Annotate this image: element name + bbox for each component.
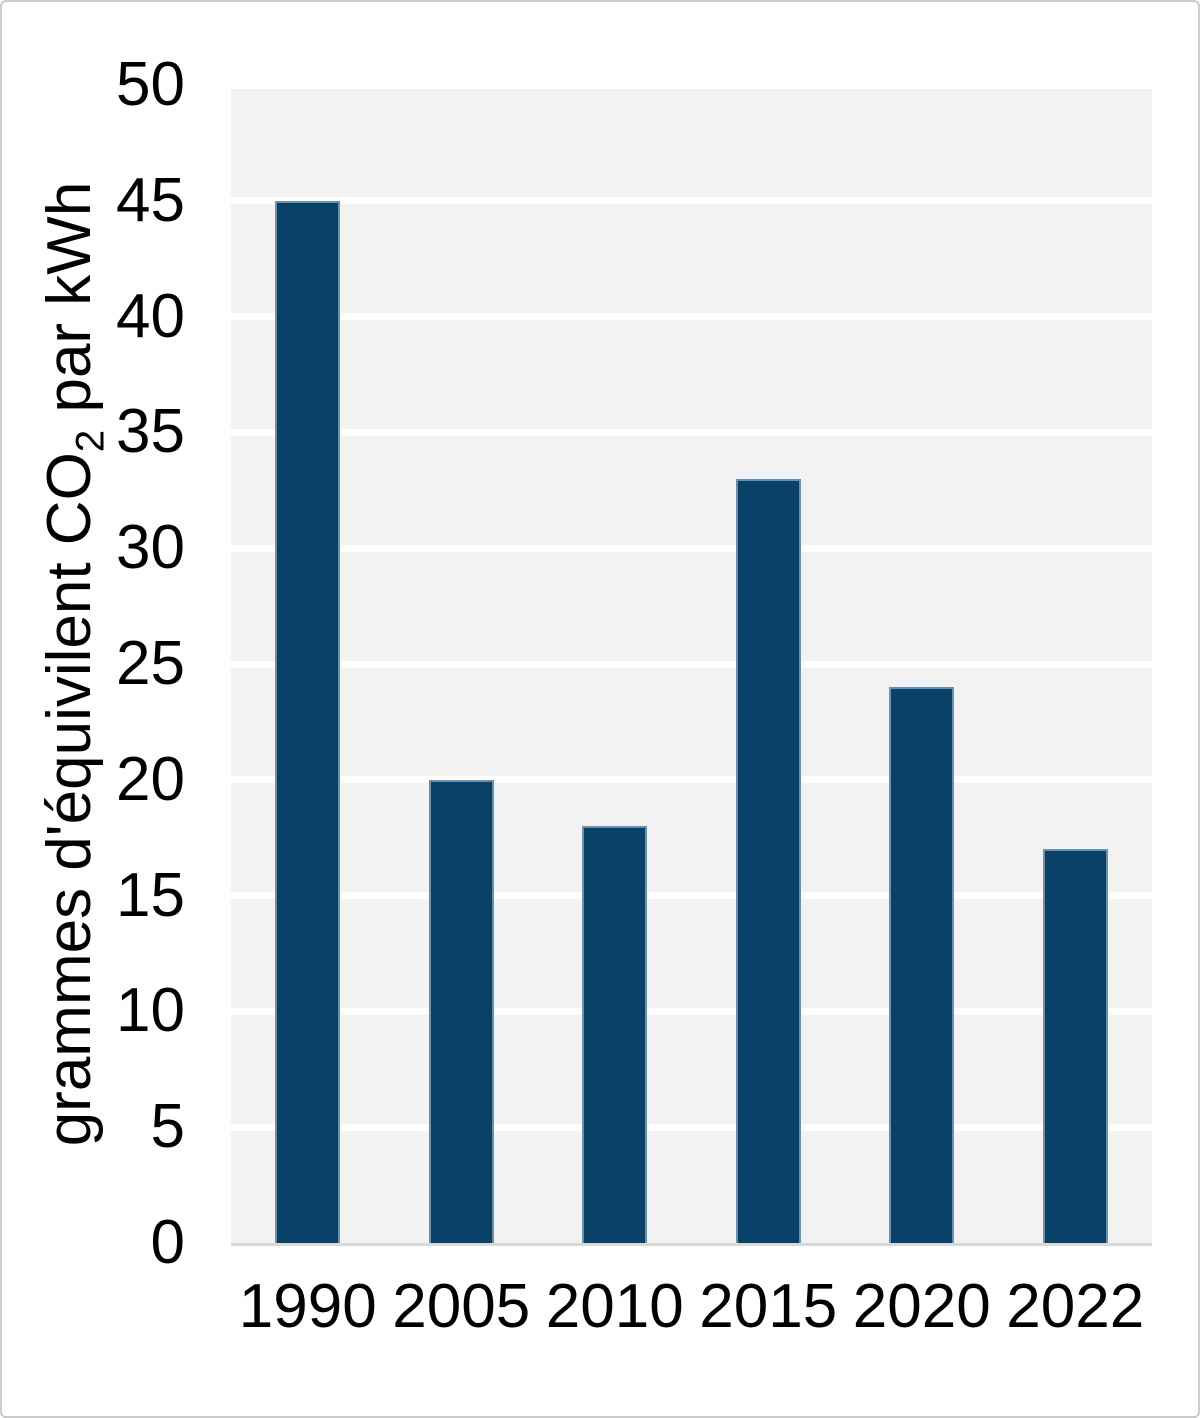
gridline-45 bbox=[231, 197, 1152, 205]
y-tick-label-40: 40 bbox=[116, 281, 185, 351]
gridline-20 bbox=[231, 776, 1152, 784]
y-tick-label-35: 35 bbox=[116, 397, 185, 467]
y-tick-label-0: 0 bbox=[150, 1208, 185, 1277]
y-tick-label-5: 5 bbox=[150, 1092, 185, 1162]
gridline-25 bbox=[231, 660, 1152, 668]
gridline-40 bbox=[231, 313, 1152, 321]
y-tick-label-30: 30 bbox=[116, 513, 185, 583]
bar-1990 bbox=[275, 200, 341, 1243]
y-tick-label-45: 45 bbox=[116, 165, 185, 235]
y-tick-label-10: 10 bbox=[116, 976, 185, 1046]
x-tick-label-2015: 2015 bbox=[699, 1272, 838, 1341]
x-tick-label-2022: 2022 bbox=[1006, 1272, 1145, 1341]
bar-2015 bbox=[735, 478, 801, 1243]
gridline-35 bbox=[231, 428, 1152, 436]
bar-2020 bbox=[889, 687, 955, 1243]
x-tick-label-2020: 2020 bbox=[852, 1272, 991, 1341]
bar-2005 bbox=[428, 779, 494, 1243]
gridline-15 bbox=[231, 892, 1152, 900]
plot-area bbox=[231, 81, 1152, 1246]
gridline-50 bbox=[231, 81, 1152, 89]
y-axis-tick-labels: 0 5 10 15 20 25 30 35 40 45 50 bbox=[2, 2, 185, 1416]
x-tick-label-1990: 1990 bbox=[238, 1272, 377, 1341]
y-tick-label-50: 50 bbox=[116, 50, 185, 119]
y-tick-label-20: 20 bbox=[116, 744, 185, 814]
gridline-30 bbox=[231, 544, 1152, 552]
gridline-10 bbox=[231, 1007, 1152, 1015]
x-tick-label-2010: 2010 bbox=[545, 1272, 684, 1341]
bar-2010 bbox=[582, 826, 648, 1243]
gridline-5 bbox=[231, 1123, 1152, 1131]
x-axis-tick-labels: 1990 2005 2010 2015 2020 2022 bbox=[231, 1270, 1152, 1360]
x-tick-label-2005: 2005 bbox=[392, 1272, 531, 1341]
y-tick-label-15: 15 bbox=[116, 860, 185, 930]
bar-2022 bbox=[1042, 849, 1108, 1243]
y-tick-label-25: 25 bbox=[116, 629, 185, 698]
